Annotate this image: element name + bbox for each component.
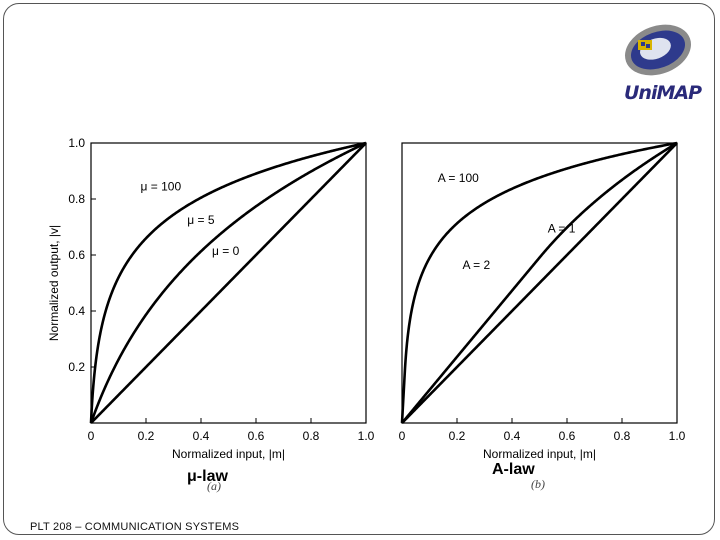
footer-course-title: PLT 208 – COMMUNICATION SYSTEMS: [30, 521, 240, 533]
series-line: [89, 141, 367, 425]
x-axis-label: Normalized input, |m|: [172, 447, 285, 461]
plot-frame: [90, 142, 367, 424]
subfigure-b-label: (b): [531, 477, 545, 491]
series-line: [90, 142, 367, 424]
x-tick-label: 0.2: [449, 429, 466, 443]
series-line: [401, 141, 678, 424]
x-tick-label: 0.6: [559, 429, 576, 443]
x-axis-label: Normalized input, |m|: [483, 447, 596, 461]
x-tick-label: 1.0: [669, 429, 686, 443]
a-law-chart: 0 0.2 0.4 0.6 0.8 1.0 Normalized input, |m| A =…: [399, 141, 686, 461]
series-line: [400, 141, 678, 425]
unimap-logo-icon: [625, 24, 691, 76]
series-label: μ = 5: [187, 213, 215, 227]
series-label: A = 1: [548, 222, 576, 236]
series-label: A = 100: [438, 171, 479, 185]
plot-frame: [401, 142, 678, 424]
x-tick-label: 0.4: [193, 429, 210, 443]
x-tick-label: 1.0: [358, 429, 375, 443]
y-tick-label: 0.6: [68, 248, 85, 262]
mu-law-chart: 0 0.2 0.4 0.6 0.8 1.0 0.2 0.4 0.6 0.8 1.0 Normalize…: [47, 136, 375, 461]
x-tick-label: 0.8: [303, 429, 320, 443]
x-tick-label: 0: [399, 429, 406, 443]
series-label: μ = 0: [212, 244, 240, 258]
x-tick-label: 0.4: [504, 429, 521, 443]
series-label: A = 2: [463, 258, 491, 272]
y-tick-label: 0.2: [68, 360, 85, 374]
series-line: [401, 142, 678, 424]
x-tick-label: 0: [88, 429, 95, 443]
a-law-caption: A-law: [492, 461, 535, 478]
y-tick-label: 0.8: [68, 192, 85, 206]
y-tick-label: 1.0: [68, 136, 85, 150]
logo-text: UniMAP: [624, 82, 702, 104]
mu-law-caption: μ-law: [187, 468, 228, 485]
x-tick-label: 0.2: [138, 429, 155, 443]
subfigure-a-label: (a): [207, 479, 221, 493]
y-tick-label: 0.4: [68, 304, 85, 318]
series-label: μ = 100: [141, 180, 182, 194]
x-tick-label: 0.6: [248, 429, 265, 443]
series-line: [89, 141, 367, 424]
y-axis-label: Normalized output, |v|: [47, 225, 61, 341]
x-tick-label: 0.8: [614, 429, 631, 443]
